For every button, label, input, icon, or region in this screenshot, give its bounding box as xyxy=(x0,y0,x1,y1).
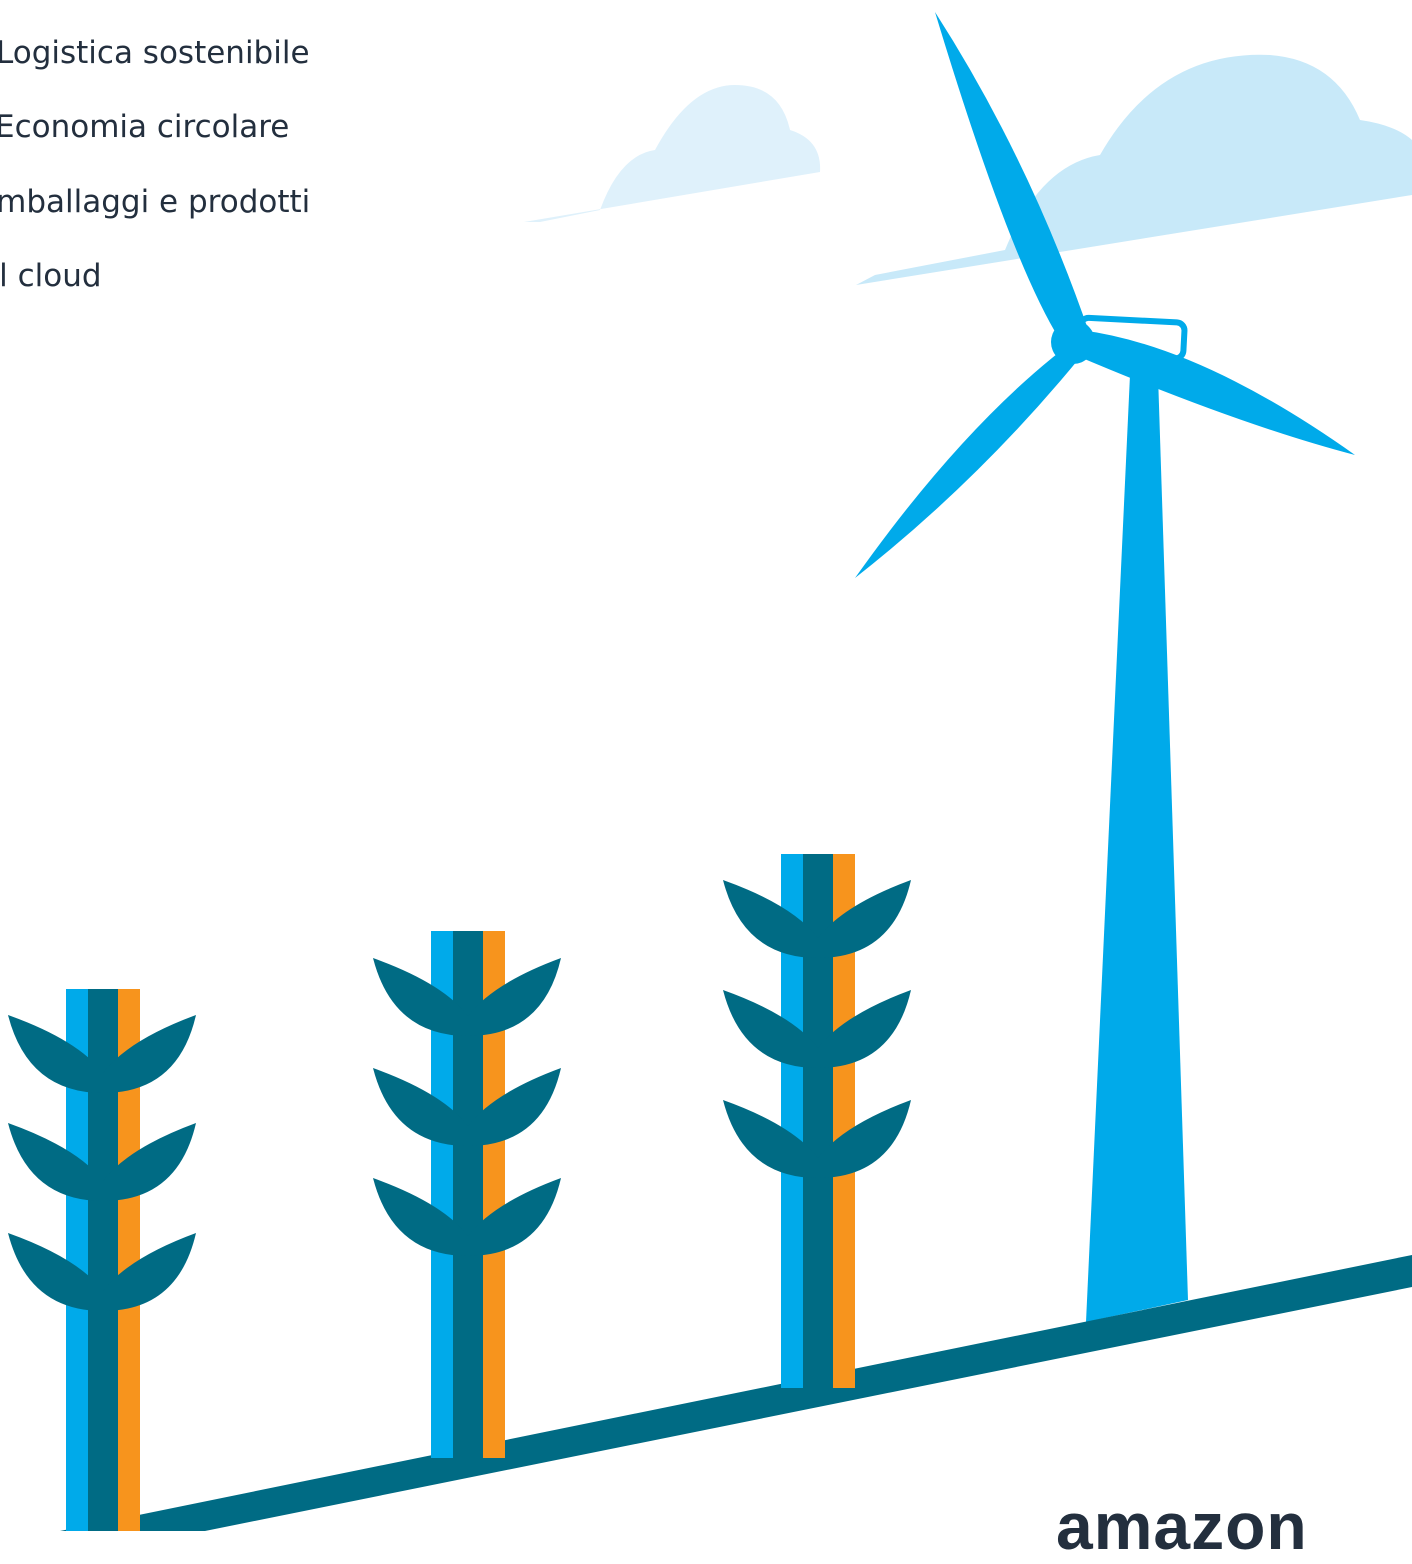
leaf xyxy=(103,1123,196,1201)
turbine-blade xyxy=(1075,330,1355,455)
cloud xyxy=(524,85,821,222)
leaf xyxy=(8,1123,103,1201)
menu-item[interactable]: Logistica sostenibile xyxy=(0,35,310,71)
turbine-blade xyxy=(855,350,1082,578)
page: Logistica sostenibile Economia circolare… xyxy=(0,12,1412,1563)
leaf xyxy=(723,1100,818,1178)
leaf xyxy=(468,1178,561,1256)
plants xyxy=(8,854,911,1531)
turbine-hub xyxy=(1051,320,1095,364)
leaf xyxy=(373,958,468,1036)
leaf xyxy=(373,1068,468,1146)
illustration xyxy=(8,12,1412,1531)
leaf xyxy=(723,880,818,958)
leaf xyxy=(8,1015,103,1093)
leaf xyxy=(818,990,911,1068)
turbine-blade xyxy=(935,12,1090,340)
menu-item[interactable]: Economia circolare xyxy=(0,109,290,145)
leaf xyxy=(723,990,818,1068)
leaf xyxy=(818,1100,911,1178)
ground xyxy=(60,1255,1412,1531)
leaf xyxy=(8,1233,103,1311)
menu-item[interactable]: Il cloud xyxy=(0,258,102,294)
logo: amazon xyxy=(1056,1489,1308,1563)
turbine-tower xyxy=(1086,375,1188,1322)
leaf xyxy=(373,1178,468,1256)
leaf xyxy=(468,1068,561,1146)
leaf xyxy=(103,1233,196,1311)
leaf xyxy=(818,880,911,958)
leaf xyxy=(468,958,561,1036)
leaf xyxy=(103,1015,196,1093)
cloud xyxy=(856,54,1412,285)
menu-item[interactable]: Imballaggi e prodotti xyxy=(0,184,311,220)
